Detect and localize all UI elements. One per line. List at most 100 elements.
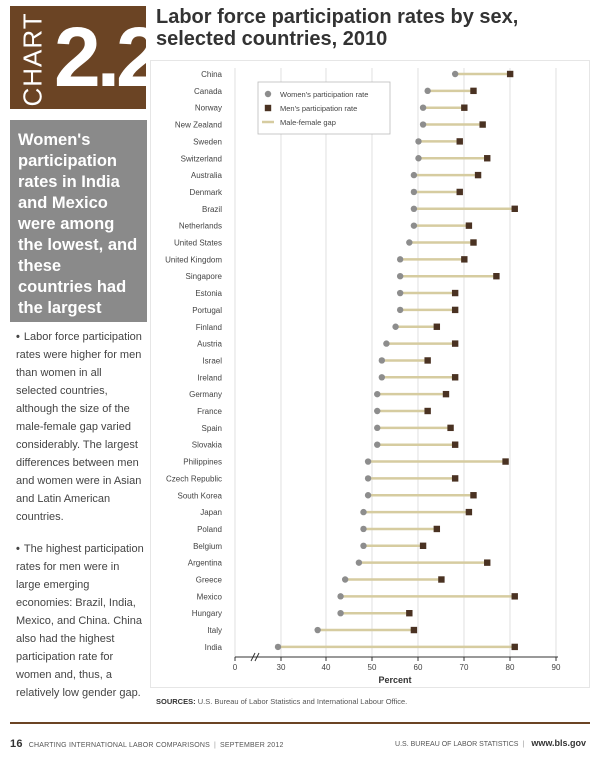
men-point (484, 559, 491, 566)
bullet-dot-icon: • (16, 543, 20, 555)
category-label: Ireland (198, 373, 222, 382)
men-point (470, 239, 477, 246)
category-label: Finland (196, 323, 222, 332)
women-point (360, 525, 367, 533)
sources-note: SOURCES: U.S. Bureau of Labor Statistics… (156, 697, 407, 706)
women-point (415, 155, 422, 162)
sidebar-headline: Women's participation rates in India and… (10, 120, 147, 338)
women-point (392, 323, 399, 330)
x-tick-label-6: 80 (506, 663, 515, 672)
women-point (410, 222, 418, 229)
women-point (364, 458, 372, 465)
category-label: Canada (194, 87, 223, 96)
category-label: Austria (197, 340, 222, 349)
men-point (484, 155, 491, 162)
category-label: Argentina (188, 559, 223, 568)
men-point (493, 273, 500, 280)
men-point (461, 256, 468, 263)
category-label: South Korea (178, 491, 223, 500)
women-point (410, 188, 418, 196)
category-label: Australia (191, 171, 223, 180)
men-point (461, 104, 468, 111)
bullet-2: • The highest participation rates for men… (16, 540, 144, 702)
category-label: New Zealand (175, 121, 222, 130)
category-label: Greece (196, 576, 223, 585)
bullet-1-text: Labor force participation rates were hig… (16, 331, 142, 523)
sidebar-bullets: • Labor force participation rates were hi… (16, 328, 144, 716)
men-point (424, 407, 431, 415)
men-point (456, 188, 463, 196)
legend-label: Male-female gap (280, 118, 336, 127)
women-point (355, 559, 363, 566)
women-point (410, 171, 418, 179)
men-point (438, 576, 445, 583)
men-point (465, 508, 473, 516)
women-point (364, 475, 372, 482)
men-point (406, 610, 413, 617)
x-axis-label: Percent (378, 675, 411, 685)
men-point (451, 289, 459, 297)
category-label: Hungary (192, 609, 222, 618)
x-tick-label-5: 70 (460, 663, 469, 672)
x-tick-label-7: 90 (552, 663, 561, 672)
women-point (364, 492, 372, 499)
x-tick-label-0: 0 (233, 663, 238, 672)
men-point (511, 643, 518, 651)
bullet-1: • Labor force participation rates were hi… (16, 328, 144, 526)
category-label: France (197, 407, 222, 416)
x-tick-label-1: 30 (277, 663, 286, 672)
men-point (511, 593, 518, 600)
women-point (374, 390, 381, 398)
category-label: Japan (200, 508, 222, 517)
men-point (442, 390, 450, 398)
sources-text: U.S. Bureau of Labor Statistics and Inte… (197, 697, 408, 706)
men-point (451, 475, 459, 482)
women-point (337, 593, 344, 600)
x-tick-label-3: 50 (368, 663, 377, 672)
men-point (451, 306, 459, 314)
men-point (502, 458, 509, 465)
women-point (274, 643, 282, 651)
women-point (419, 104, 427, 111)
women-point (406, 239, 413, 246)
men-point (451, 340, 459, 347)
legend-women-marker (264, 90, 272, 98)
women-point (396, 273, 404, 280)
men-point (506, 70, 514, 78)
women-point (337, 610, 344, 617)
chart-badge-number: 2.2 (54, 10, 146, 104)
men-point (433, 525, 441, 533)
axis-break-mark-1 (250, 652, 256, 662)
women-point (374, 424, 381, 432)
website-link[interactable]: www.bls.gov (531, 738, 586, 748)
dumbbell-chart: 0 30 40 50 60 70 80 90 Percent China Canada Norway N… (150, 60, 590, 688)
page-number: 16 (10, 738, 23, 750)
footer-rule (10, 722, 590, 724)
legend-label: Women's participation rate (280, 90, 368, 99)
women-point (378, 374, 386, 381)
legend-label: Men's participation rate (280, 104, 357, 113)
men-point (451, 374, 459, 381)
category-label: Italy (207, 626, 222, 635)
women-point (374, 441, 381, 448)
men-point (410, 626, 418, 634)
men-point (419, 542, 427, 549)
bullet-2-text: The highest participation rates for men … (16, 543, 144, 699)
women-point (360, 542, 367, 549)
legend-box (257, 81, 391, 135)
category-label: Netherlands (179, 222, 222, 231)
category-label: Denmark (190, 188, 223, 197)
agency-name: U.S. BUREAU OF LABOR STATISTICS (395, 741, 519, 748)
women-point (360, 508, 367, 516)
category-label: Singapore (186, 272, 223, 281)
category-label: Norway (195, 104, 222, 113)
women-point (396, 289, 404, 297)
category-label: Portugal (192, 306, 222, 315)
men-point (479, 121, 486, 128)
women-point (451, 70, 459, 78)
category-label: India (205, 643, 223, 652)
sources-label: SOURCES: (156, 697, 196, 706)
plot-frame (150, 60, 590, 688)
women-point (415, 138, 422, 145)
category-label: Poland (197, 525, 222, 534)
